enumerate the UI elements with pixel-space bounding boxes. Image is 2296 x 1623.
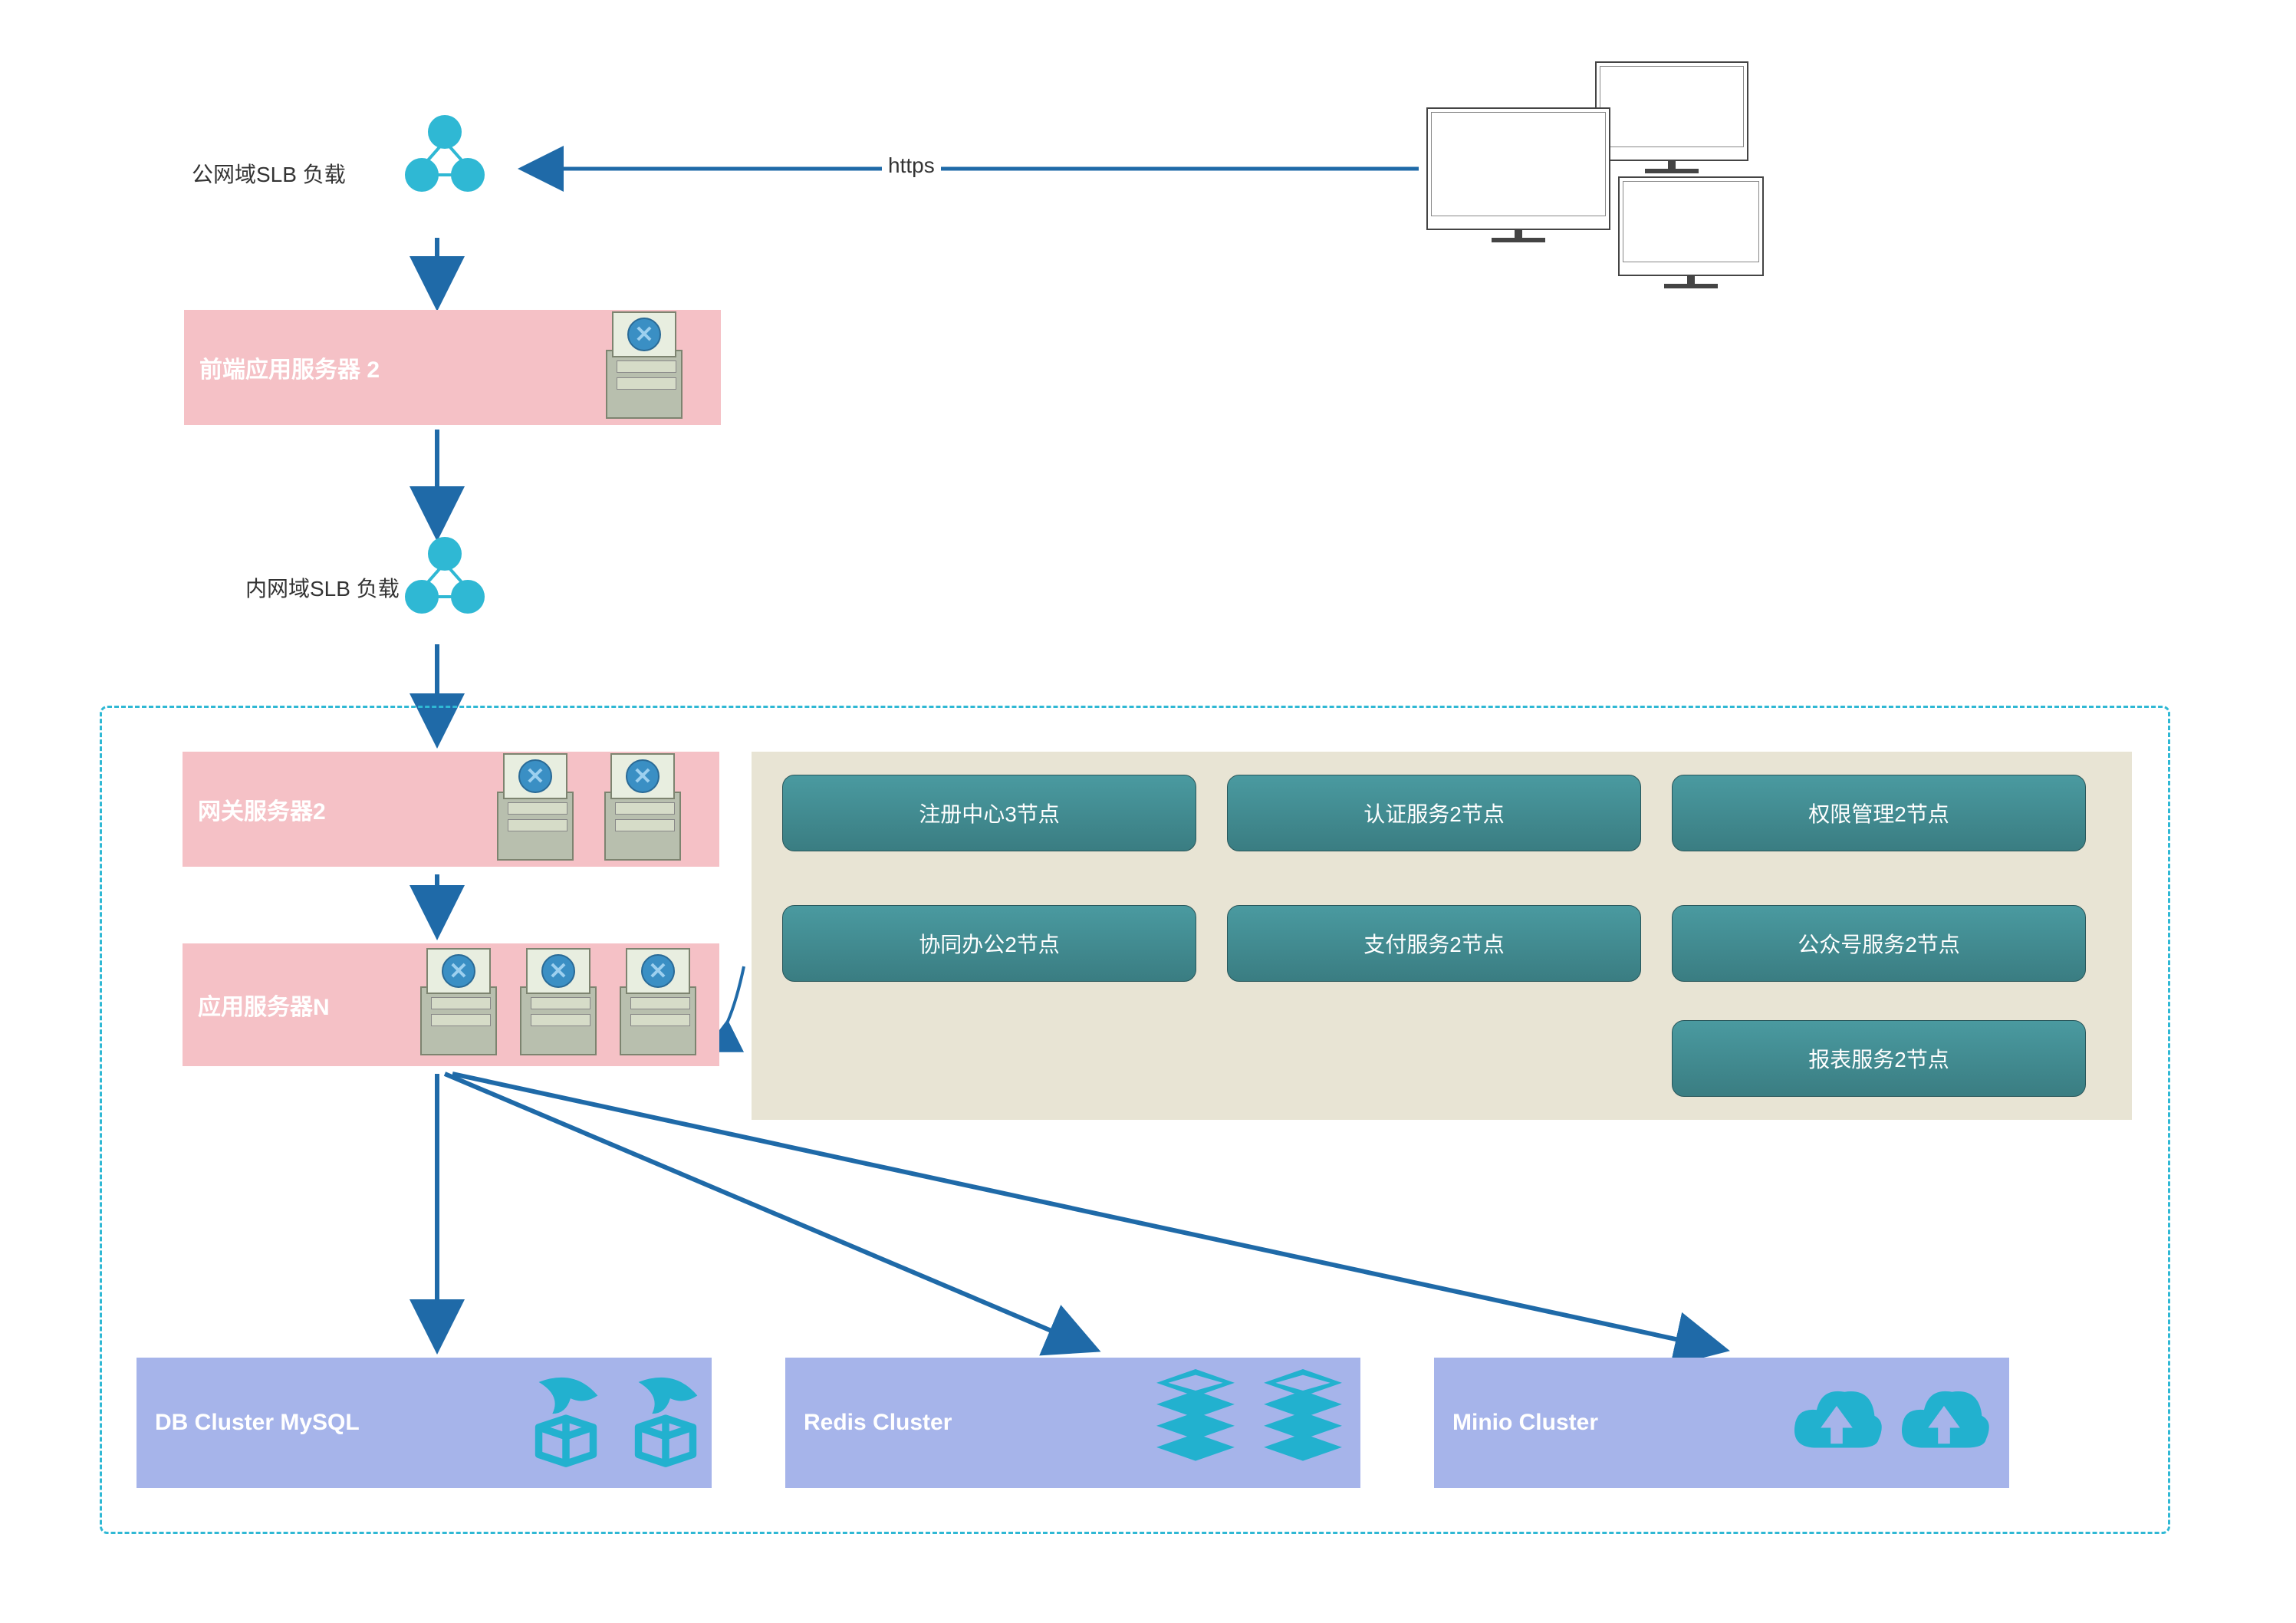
- diagram-canvas: 公网域SLB 负载 https 前端应用服务器 2 内网域SLB 负载 网关服务…: [0, 0, 2296, 1623]
- frontend-title: 前端应用服务器 2: [199, 351, 380, 384]
- frontend-box: 前端应用服务器 2: [184, 310, 721, 425]
- db-minio-box: Minio Cluster: [1434, 1358, 2009, 1488]
- client-monitors: [1426, 61, 1764, 276]
- slb-icon: [399, 115, 491, 207]
- db-minio-title: Minio Cluster: [1452, 1410, 1598, 1436]
- db-redis-box: Redis Cluster: [785, 1358, 1360, 1488]
- service-wechat: 公众号服务2节点: [1672, 905, 2086, 982]
- public-slb-label: 公网域SLB 负载: [192, 158, 346, 189]
- cloud-upload-icon: [1787, 1377, 1886, 1469]
- appserver-box: 应用服务器N: [183, 943, 719, 1066]
- db-mysql-box: DB Cluster MySQL: [137, 1358, 712, 1488]
- gateway-box: 网关服务器2: [183, 752, 719, 867]
- service-permission: 权限管理2节点: [1672, 775, 2086, 851]
- redis-stack-icon: [1253, 1369, 1353, 1477]
- db-redis-title: Redis Cluster: [804, 1410, 952, 1436]
- service-registry: 注册中心3节点: [782, 775, 1196, 851]
- gateway-title: 网关服务器2: [198, 792, 326, 826]
- service-auth: 认证服务2节点: [1227, 775, 1641, 851]
- internal-slb-label: 内网域SLB 负载: [245, 572, 400, 603]
- db-mysql-title: DB Cluster MySQL: [155, 1410, 360, 1436]
- service-report: 报表服务2节点: [1672, 1020, 2086, 1097]
- dolphin-icon: [520, 1373, 612, 1473]
- https-label: https: [882, 153, 941, 178]
- cloud-upload-icon: [1894, 1377, 1994, 1469]
- service-pay: 支付服务2节点: [1227, 905, 1641, 982]
- appserver-title: 应用服务器N: [198, 988, 330, 1022]
- service-oa: 协同办公2节点: [782, 905, 1196, 982]
- slb-icon-internal: [399, 537, 491, 629]
- redis-stack-icon: [1146, 1369, 1245, 1477]
- dolphin-icon: [620, 1373, 712, 1473]
